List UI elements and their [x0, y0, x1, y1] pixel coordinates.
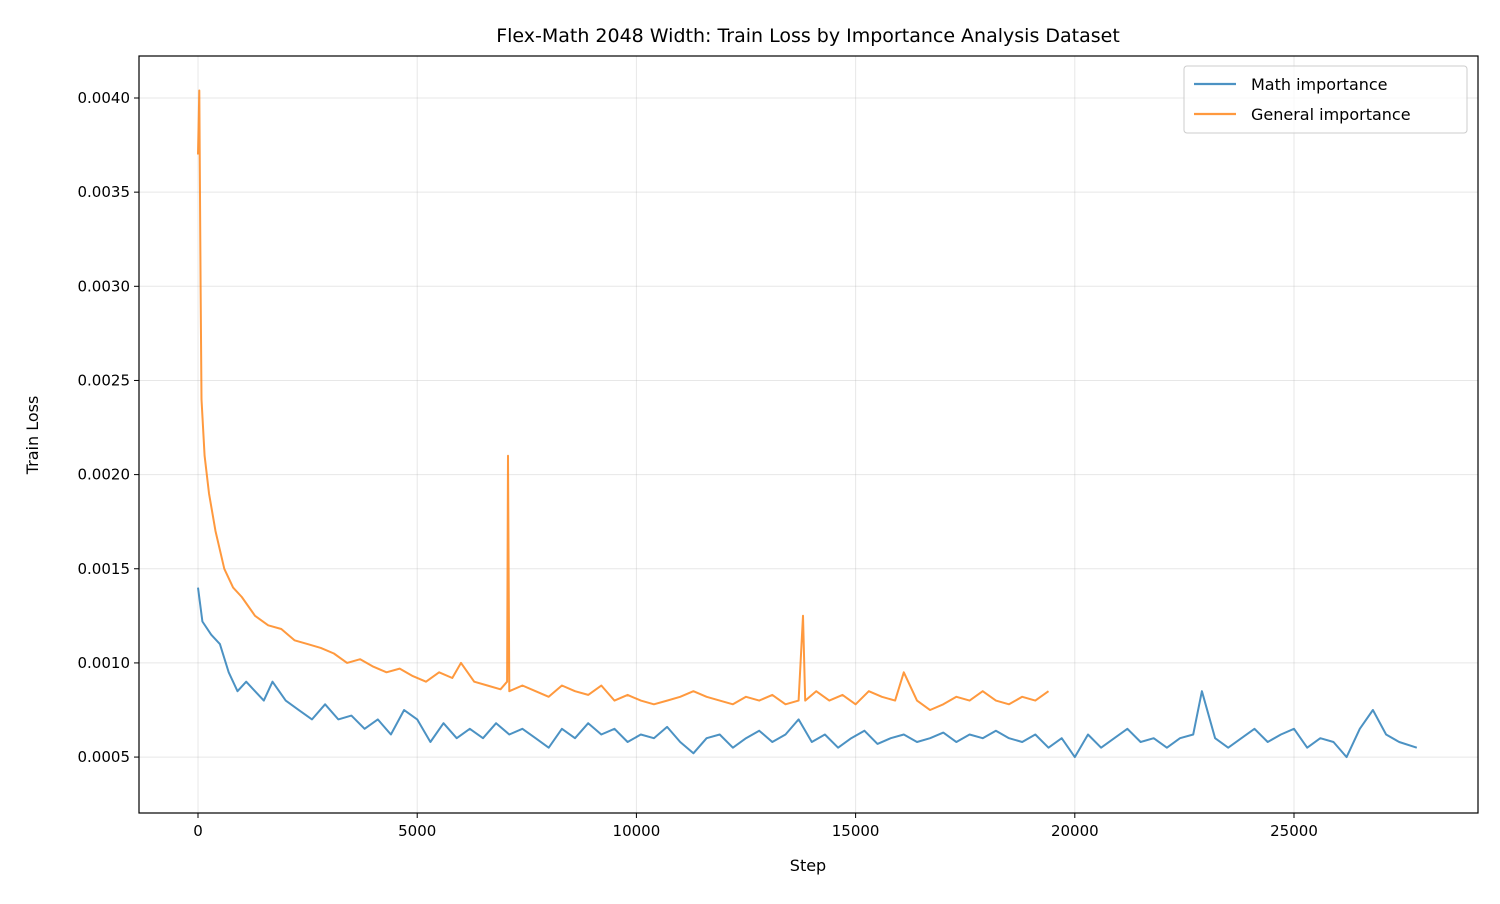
y-tick-label: 0.0005 — [78, 748, 131, 766]
x-tick-label: 25000 — [1270, 822, 1318, 840]
x-axis: 0 5000 10000 15000 20000 25000 — [193, 813, 1318, 840]
x-tick-label: 0 — [193, 822, 203, 840]
legend: Math importance General importance — [1183, 65, 1468, 134]
y-axis-label: Train Loss — [23, 396, 42, 476]
series-line-general — [197, 89, 1050, 711]
x-tick-label: 5000 — [398, 822, 436, 840]
y-tick-label: 0.0030 — [78, 277, 131, 295]
chart-title: Flex-Math 2048 Width: Train Loss by Impo… — [496, 25, 1120, 47]
y-tick-label: 0.0010 — [78, 654, 131, 672]
legend-box — [1183, 65, 1468, 134]
y-tick-label: 0.0035 — [78, 183, 131, 201]
plot-frame — [138, 55, 1479, 814]
legend-label-math: Math importance — [1251, 75, 1388, 94]
y-tick-label: 0.0015 — [78, 560, 131, 578]
y-tick-label: 0.0025 — [78, 371, 131, 389]
x-tick-label: 20000 — [1051, 822, 1099, 840]
grid — [139, 56, 1478, 813]
legend-label-general: General importance — [1251, 105, 1411, 124]
x-tick-label: 15000 — [832, 822, 880, 840]
y-tick-label: 0.0040 — [78, 89, 131, 107]
y-axis: 0.0005 0.0010 0.0015 0.0020 0.0025 0.0030 0.00… — [78, 89, 139, 766]
x-tick-label: 10000 — [613, 822, 661, 840]
series-line-math — [197, 587, 1418, 759]
series-lines — [197, 89, 1418, 759]
y-tick-label: 0.0020 — [78, 466, 131, 484]
x-axis-label: Step — [790, 856, 826, 875]
